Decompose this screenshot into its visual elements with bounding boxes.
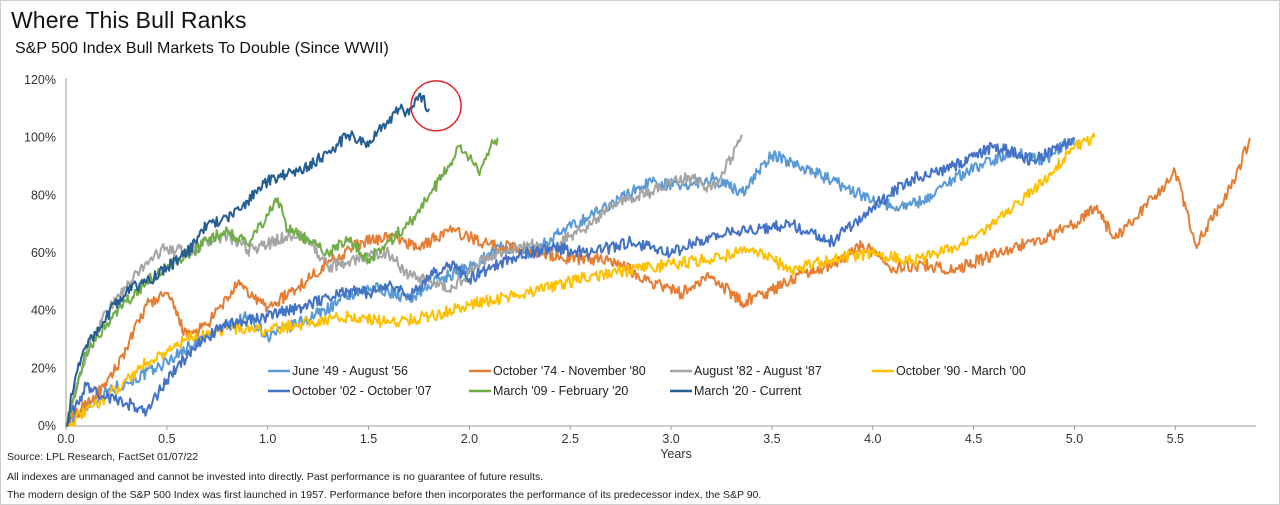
x-tick-label: 0.5	[158, 432, 175, 446]
x-axis-title: Years	[660, 447, 692, 461]
x-tick-label: 1.5	[360, 432, 377, 446]
x-tick-label: 0.0	[57, 432, 74, 446]
legend-label: August '82 - August '87	[694, 364, 822, 378]
legend-label: October '02 - October '07	[292, 384, 432, 398]
x-tick-label: 4.5	[965, 432, 982, 446]
x-tick-label: 1.0	[259, 432, 276, 446]
y-tick-label: 80%	[31, 188, 56, 202]
series-line	[66, 134, 743, 427]
legend-label: October '90 - March '00	[896, 364, 1026, 378]
series-line	[65, 92, 430, 427]
series-line	[66, 137, 1251, 427]
x-tick-label: 3.5	[763, 432, 780, 446]
chart-subtitle: S&P 500 Index Bull Markets To Double (Si…	[15, 40, 389, 57]
y-tick-label: 40%	[31, 304, 56, 318]
source-note: Source: LPL Research, FactSet 01/07/22	[7, 451, 199, 463]
x-tick-label: 4.0	[864, 432, 881, 446]
x-tick-label: 3.0	[662, 432, 679, 446]
legend-label: March '09 - February '20	[493, 384, 628, 398]
y-tick-label: 120%	[24, 73, 56, 87]
y-tick-label: 0%	[38, 419, 56, 433]
y-tick-label: 60%	[31, 246, 56, 260]
series-line	[66, 132, 1096, 427]
methodology-note: The modern design of the S&P 500 Index w…	[7, 489, 762, 501]
y-tick-label: 20%	[31, 361, 56, 375]
legend-label: October '74 - November '80	[493, 364, 646, 378]
highlight-circle	[410, 80, 462, 132]
y-tick-label: 100%	[24, 131, 56, 145]
chart-title: Where This Bull Ranks	[11, 7, 247, 33]
x-tick-label: 2.5	[562, 432, 579, 446]
x-tick-label: 5.0	[1066, 432, 1083, 446]
legend-label: June '49 - August '56	[292, 364, 408, 378]
series-line	[66, 137, 499, 427]
legend-label: March '20 - Current	[694, 384, 802, 398]
x-tick-label: 2.0	[461, 432, 478, 446]
disclaimer-note: All indexes are unmanaged and cannot be …	[7, 471, 544, 483]
series-line	[66, 136, 1075, 427]
x-tick-label: 5.5	[1167, 432, 1184, 446]
